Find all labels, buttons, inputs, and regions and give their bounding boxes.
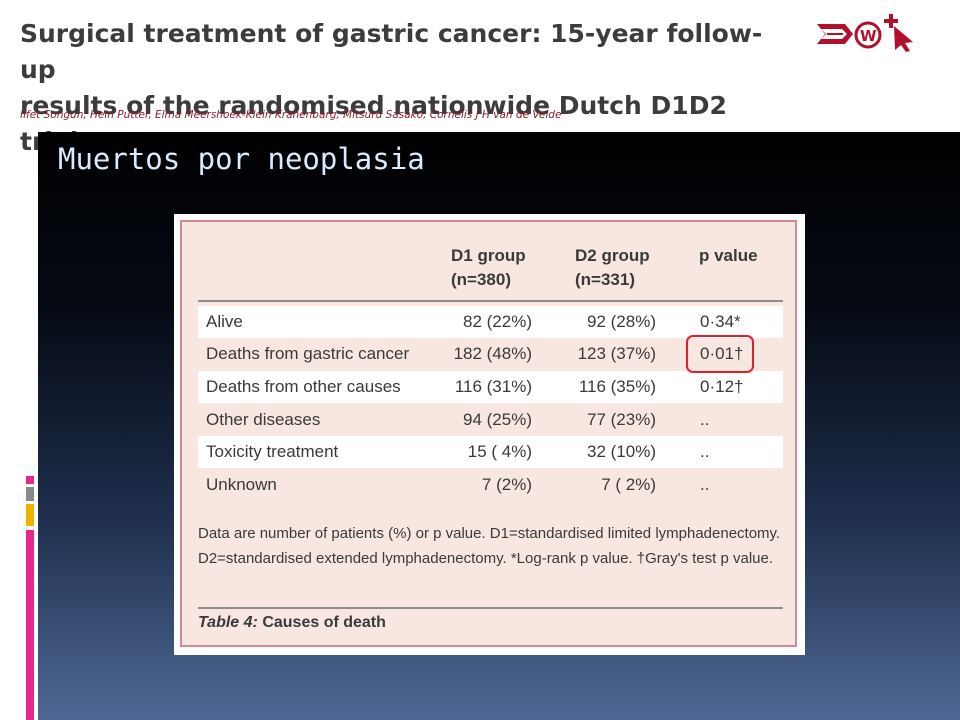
cell-d1: 116 (31%) <box>454 377 532 396</box>
causes-of-death-table: D1 group (n=380) D2 group (n=331) p valu… <box>180 220 797 647</box>
column-header-d2-line-2: (n=331) <box>575 270 635 289</box>
article-title: Surgical treatment of gastric cancer: 15… <box>20 16 780 160</box>
column-header-d1-line-1: D1 group <box>451 246 526 265</box>
accent-bar-gray <box>26 487 34 501</box>
cell-p-value: 0·01† <box>700 344 744 363</box>
cell-d2: 77 (23%) <box>587 410 656 429</box>
table-caption-number: Table 4: <box>198 614 258 631</box>
highlight-circle <box>686 335 754 373</box>
slide-title: Muertos por neoplasia <box>58 142 425 176</box>
column-header-d2-line-1: D2 group <box>575 246 650 265</box>
cell-d1: 15 ( 4%) <box>467 442 532 461</box>
article-authors: Ilfet Songun, Hein Putter, Elma Meershoe… <box>20 109 562 121</box>
cell-d2: 92 (28%) <box>587 312 656 331</box>
accent-bar-pink-top <box>26 476 34 484</box>
header-divider <box>198 300 783 302</box>
cell-d1: 94 (25%) <box>463 410 532 429</box>
cell-d1: 7 (2%) <box>481 475 532 494</box>
table-caption: Table 4: Causes of death <box>198 614 386 632</box>
table-row-deaths-other-causes: Deaths from other causes 116 (31%) 116 (… <box>198 371 783 403</box>
row-label: Deaths from other causes <box>206 377 401 396</box>
row-label: Other diseases <box>206 410 321 429</box>
column-header-p-value: p value <box>699 246 758 265</box>
cell-p-value: .. <box>700 475 710 494</box>
table-row-alive: Alive 82 (22%) 92 (28%) 0·34* <box>198 306 783 338</box>
row-label: Deaths from gastric cancer <box>206 344 410 363</box>
cell-d1: 182 (48%) <box>453 344 532 363</box>
row-label: Unknown <box>206 475 277 494</box>
row-label: Toxicity treatment <box>206 442 339 461</box>
cell-p-value: 0·12† <box>700 377 744 396</box>
table-row-toxicity-treatment: Toxicity treatment 15 ( 4%) 32 (10%) .. <box>198 436 783 468</box>
cell-d2: 32 (10%) <box>587 442 656 461</box>
column-header-d2: D2 group (n=331) <box>575 244 650 292</box>
cell-p-value: .. <box>700 442 710 461</box>
table-image-frame: D1 group (n=380) D2 group (n=331) p valu… <box>174 214 805 655</box>
article-title-line-2: results of the randomised nationwide Dut… <box>20 91 727 156</box>
accent-bar-yellow <box>26 504 34 526</box>
column-header-d1: D1 group (n=380) <box>451 244 526 292</box>
svg-text:W: W <box>860 27 877 45</box>
cell-d2: 116 (35%) <box>578 377 656 396</box>
cell-p-value: 0·34* <box>700 312 741 331</box>
table-row-unknown: Unknown 7 (2%) 7 ( 2%) .. <box>198 469 783 501</box>
table-footnote: Data are number of patients (%) or p val… <box>198 525 781 567</box>
article-header: Surgical treatment of gastric cancer: 15… <box>0 0 960 156</box>
cell-p-value: .. <box>700 410 710 429</box>
row-label: Alive <box>206 312 243 331</box>
lancet-logo-icon: W <box>817 14 913 52</box>
cell-d1: 82 (22%) <box>463 312 532 331</box>
footnote-divider <box>198 607 783 609</box>
table-row-other-diseases: Other diseases 94 (25%) 77 (23%) .. <box>198 404 783 436</box>
cell-d2: 7 ( 2%) <box>601 475 656 494</box>
table-row-deaths-gastric-cancer: Deaths from gastric cancer 182 (48%) 123… <box>198 338 783 370</box>
table-caption-text: Causes of death <box>257 614 386 631</box>
accent-bar-pink <box>26 530 34 720</box>
cell-d2: 123 (37%) <box>577 344 656 363</box>
column-header-d1-line-2: (n=380) <box>451 270 511 289</box>
article-title-line-1: Surgical treatment of gastric cancer: 15… <box>20 19 763 84</box>
